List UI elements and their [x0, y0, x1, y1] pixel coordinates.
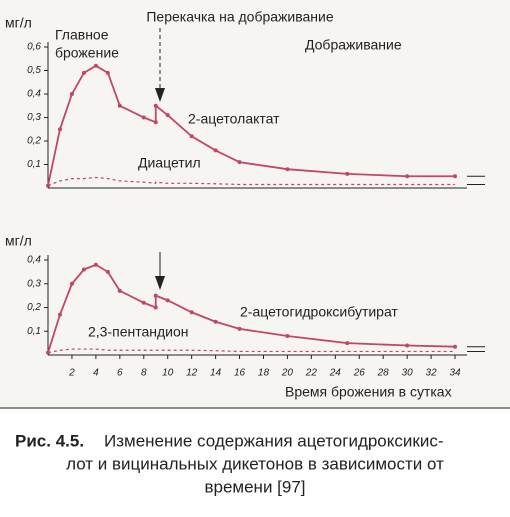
- x-tick-label: 20: [281, 368, 294, 379]
- point: [81, 267, 86, 272]
- point: [141, 115, 146, 120]
- y-tick-label: 0,3: [27, 278, 41, 289]
- x-tick-label: 2: [68, 368, 75, 379]
- point: [345, 171, 350, 176]
- point: [453, 344, 458, 349]
- x-tick-label: 28: [377, 368, 390, 379]
- series-label: 2,3-пентандион: [88, 324, 189, 340]
- point: [453, 174, 458, 179]
- point: [93, 63, 98, 68]
- point: [165, 298, 170, 303]
- y-unit: мг/л: [5, 233, 32, 249]
- series-line: [47, 348, 456, 354]
- point: [213, 319, 218, 324]
- point: [57, 127, 62, 132]
- point: [189, 134, 194, 139]
- annotation: Главное: [55, 27, 109, 43]
- arrow-head: [155, 276, 165, 290]
- series-label: 2-ацетолактат: [188, 111, 280, 127]
- x-tick-label: 34: [449, 368, 461, 379]
- series-label: 2-ацетогидроксибутират: [240, 304, 398, 320]
- x-tick-label: 10: [162, 368, 174, 379]
- series-label: Диацетил: [138, 155, 201, 171]
- point: [189, 310, 194, 315]
- x-tick-label: 22: [305, 368, 318, 379]
- x-tick-label: 24: [329, 368, 342, 379]
- x-tick-label: 4: [93, 368, 99, 379]
- point: [153, 103, 158, 108]
- y-tick-label: 0,1: [27, 159, 41, 170]
- series-line: [47, 176, 456, 187]
- x-tick-label: 12: [186, 368, 198, 379]
- point: [57, 312, 62, 317]
- y-tick-label: 0,2: [27, 302, 41, 313]
- series-line: [47, 263, 456, 353]
- point: [117, 103, 122, 108]
- y-tick-label: 0,6: [27, 42, 41, 53]
- point: [69, 92, 74, 96]
- transfer-label: Перекачка на дображивание: [146, 9, 333, 25]
- point: [345, 341, 350, 346]
- point: [285, 167, 290, 172]
- x-tick-label: 26: [353, 368, 366, 379]
- point: [153, 120, 158, 125]
- point: [93, 262, 98, 267]
- y-tick-label: 0,5: [27, 65, 41, 76]
- x-tick-label: 30: [402, 368, 414, 379]
- point: [405, 343, 410, 348]
- series-line: [47, 64, 456, 186]
- y-tick-label: 0,1: [27, 326, 41, 337]
- arrow-head: [155, 88, 165, 102]
- point: [69, 281, 74, 286]
- point: [405, 174, 410, 179]
- y-tick-label: 0,2: [27, 136, 41, 147]
- point: [105, 70, 110, 75]
- y-tick-label: 0,3: [27, 112, 41, 123]
- point: [237, 160, 242, 165]
- x-axis-label: Время брожения в сутках: [285, 384, 452, 400]
- y-tick-label: 0,4: [27, 89, 41, 100]
- x-tick-label: 18: [258, 368, 270, 379]
- point: [285, 334, 290, 338]
- x-tick-label: 6: [117, 368, 123, 379]
- caption-line: лот и вицинальных дикетонов в зависимост…: [66, 454, 444, 473]
- caption-line: Изменение содержания ацетогидроксикис-: [104, 431, 444, 450]
- point: [165, 113, 170, 118]
- y-tick-label: 0,4: [27, 255, 41, 266]
- caption-label: Рис. 4.5.: [15, 431, 84, 450]
- annotation: Дображивание: [305, 37, 402, 53]
- x-tick-label: 32: [426, 368, 438, 379]
- point: [153, 305, 158, 310]
- point: [213, 148, 218, 153]
- figure-bg: [0, 0, 510, 408]
- x-tick-label: 16: [234, 368, 246, 379]
- y-unit: мг/л: [5, 15, 32, 31]
- annotation: брожение: [55, 45, 119, 61]
- caption-line: времени [97]: [204, 477, 305, 496]
- point: [105, 269, 110, 274]
- point: [153, 293, 158, 298]
- x-tick-label: 14: [210, 368, 222, 379]
- x-tick-label: 8: [141, 368, 147, 379]
- point: [117, 288, 122, 293]
- point: [141, 300, 146, 305]
- point: [81, 70, 86, 75]
- point: [237, 326, 242, 331]
